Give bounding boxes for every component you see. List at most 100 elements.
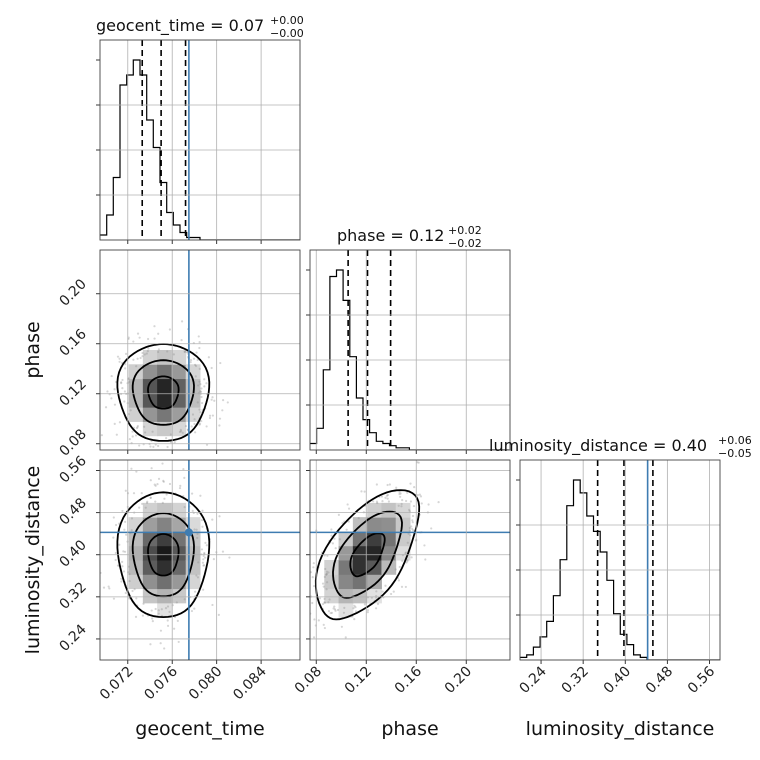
scatter-point-phase-vs-luminosity_distance bbox=[405, 499, 408, 503]
scatter-point-phase-vs-luminosity_distance bbox=[330, 534, 333, 537]
scatter-point-phase-vs-luminosity_distance bbox=[404, 551, 408, 554]
scatter-point-phase-vs-luminosity_distance bbox=[412, 529, 415, 532]
scatter-point-geocent_time-vs-luminosity_distance bbox=[153, 483, 156, 486]
scatter-point-phase-vs-luminosity_distance bbox=[381, 500, 384, 503]
scatter-point-phase-vs-luminosity_distance bbox=[345, 528, 348, 531]
tick-label-y-luminosity_distance-3: 0.48 bbox=[56, 495, 89, 528]
scatter-point-geocent_time-vs-luminosity_distance bbox=[149, 496, 152, 499]
density-block-phase-vs-luminosity_distance bbox=[352, 531, 368, 547]
scatter-point-phase-vs-luminosity_distance bbox=[354, 605, 357, 609]
scatter-point-geocent_time-vs-luminosity_distance bbox=[128, 579, 131, 583]
scatter-point-geocent_time-vs-luminosity_distance bbox=[195, 528, 198, 531]
scatter-point-geocent_time-vs-luminosity_distance bbox=[204, 541, 207, 544]
scatter-point-geocent_time-vs-luminosity_distance bbox=[218, 515, 221, 518]
scatter-point-geocent_time-vs-phase bbox=[180, 339, 183, 342]
scatter-point-geocent_time-vs-phase bbox=[191, 413, 195, 416]
scatter-point-geocent_time-vs-luminosity_distance bbox=[205, 544, 208, 547]
scatter-point-geocent_time-vs-phase bbox=[194, 364, 198, 368]
scatter-point-geocent_time-vs-luminosity_distance bbox=[125, 533, 128, 536]
title-geocent-time-plus: +0.00 bbox=[270, 14, 304, 27]
scatter-point-phase-vs-luminosity_distance bbox=[328, 598, 331, 601]
scatter-point-geocent_time-vs-luminosity_distance bbox=[176, 619, 179, 622]
density-block-geocent_time-vs-luminosity_distance bbox=[171, 574, 187, 590]
panel-geocent_time-vs-luminosity_distance: 0.072 0.076 0.080 0.084 0.24 0.32 0.40 0.48 0.56 bbox=[56, 453, 301, 704]
scatter-point-geocent_time-vs-phase bbox=[205, 443, 209, 446]
scatter-point-phase-vs-luminosity_distance bbox=[338, 538, 341, 541]
title-phase-plus: +0.02 bbox=[448, 224, 482, 237]
density-block-geocent_time-vs-luminosity_distance bbox=[128, 545, 144, 561]
density-block-phase-vs-luminosity_distance bbox=[381, 502, 397, 518]
scatter-point-geocent_time-vs-phase bbox=[203, 378, 206, 381]
scatter-point-phase-vs-luminosity_distance bbox=[376, 501, 379, 505]
scatter-point-phase-vs-luminosity_distance bbox=[416, 494, 419, 497]
scatter-point-geocent_time-vs-phase bbox=[124, 352, 128, 356]
scatter-point-geocent_time-vs-phase bbox=[143, 353, 146, 356]
scatter-point-geocent_time-vs-phase bbox=[207, 356, 210, 359]
tick-label-y-luminosity_distance-2: 0.40 bbox=[56, 537, 89, 570]
density-block-phase-vs-luminosity_distance bbox=[338, 588, 354, 604]
x-label-phase: phase bbox=[381, 718, 438, 740]
scatter-point-phase-vs-luminosity_distance bbox=[325, 570, 329, 573]
scatter-point-geocent_time-vs-luminosity_distance bbox=[217, 613, 220, 616]
scatter-point-geocent_time-vs-phase bbox=[198, 346, 201, 350]
scatter-point-phase-vs-luminosity_distance bbox=[397, 504, 400, 507]
scatter-point-phase-vs-luminosity_distance bbox=[388, 483, 391, 486]
scatter-point-phase-vs-luminosity_distance bbox=[400, 505, 403, 508]
density-block-geocent_time-vs-phase bbox=[142, 421, 158, 437]
scatter-point-phase-vs-luminosity_distance bbox=[363, 603, 366, 606]
scatter-point-phase-vs-luminosity_distance bbox=[325, 572, 328, 575]
title-luminosity-distance-plus: +0.06 bbox=[718, 434, 752, 447]
panel-inner-hist-luminosity_distance bbox=[520, 460, 720, 660]
scatter-point-phase-vs-luminosity_distance bbox=[321, 602, 325, 606]
scatter-point-phase-vs-luminosity_distance bbox=[406, 560, 409, 563]
scatter-point-phase-vs-luminosity_distance bbox=[322, 585, 325, 588]
scatter-point-geocent_time-vs-phase bbox=[110, 374, 113, 378]
histogram-phase bbox=[310, 269, 509, 450]
density-block-phase-vs-luminosity_distance bbox=[338, 531, 354, 547]
scatter-point-geocent_time-vs-luminosity_distance bbox=[124, 591, 127, 595]
density-block-geocent_time-vs-phase bbox=[128, 364, 144, 380]
scatter-point-phase-vs-luminosity_distance bbox=[332, 607, 335, 610]
scatter-point-phase-vs-luminosity_distance bbox=[295, 600, 297, 602]
scatter-point-geocent_time-vs-phase bbox=[198, 367, 201, 370]
scatter-point-geocent_time-vs-phase bbox=[183, 350, 187, 353]
scatter-point-phase-vs-luminosity_distance bbox=[395, 486, 398, 489]
scatter-point-geocent_time-vs-phase bbox=[149, 445, 152, 448]
scatter-point-geocent_time-vs-phase bbox=[165, 437, 168, 440]
scatter-point-geocent_time-vs-luminosity_distance bbox=[159, 642, 162, 645]
scatter-point-phase-vs-luminosity_distance bbox=[398, 490, 401, 493]
scatter-point-phase-vs-luminosity_distance bbox=[411, 519, 414, 522]
scatter-point-phase-vs-luminosity_distance bbox=[399, 492, 402, 495]
density-block-geocent_time-vs-phase bbox=[171, 421, 187, 437]
scatter-point-geocent_time-vs-luminosity_distance bbox=[107, 585, 110, 588]
scatter-point-geocent_time-vs-luminosity_distance bbox=[211, 518, 214, 521]
density-block-phase-vs-luminosity_distance bbox=[367, 574, 382, 590]
density-block-geocent_time-vs-phase bbox=[157, 407, 172, 422]
tick-label-x-geocent_time-3: 0.084 bbox=[230, 663, 270, 703]
density-block-geocent_time-vs-phase bbox=[157, 350, 172, 365]
density-block-phase-vs-luminosity_distance bbox=[352, 574, 368, 590]
contour-phase-vs-luminosity_distance-0 bbox=[349, 532, 386, 578]
scatter-point-geocent_time-vs-phase bbox=[219, 361, 222, 365]
scatter-point-geocent_time-vs-phase bbox=[100, 434, 103, 437]
scatter-point-phase-vs-luminosity_distance bbox=[340, 625, 343, 628]
density-block-phase-vs-luminosity_distance bbox=[367, 545, 382, 561]
scatter-point-phase-vs-luminosity_distance bbox=[420, 502, 423, 505]
density-block-phase-vs-luminosity_distance bbox=[367, 517, 382, 532]
scatter-point-geocent_time-vs-phase bbox=[200, 387, 203, 390]
density-block-geocent_time-vs-luminosity_distance bbox=[157, 602, 172, 618]
x-label-geocent-time: geocent_time bbox=[135, 718, 264, 740]
scatter-point-geocent_time-vs-phase bbox=[172, 353, 175, 356]
scatter-point-geocent_time-vs-luminosity_distance bbox=[211, 603, 214, 607]
tick-label-x-geocent_time-0: 0.072 bbox=[97, 664, 137, 704]
panel-inner-hist-phase bbox=[310, 250, 509, 450]
scatter-point-geocent_time-vs-phase bbox=[198, 408, 201, 411]
scatter-point-geocent_time-vs-phase bbox=[221, 409, 224, 412]
scatter-point-geocent_time-vs-phase bbox=[186, 452, 188, 454]
scatter-point-phase-vs-luminosity_distance bbox=[374, 607, 378, 610]
scatter-point-geocent_time-vs-luminosity_distance bbox=[201, 509, 204, 512]
density-block-geocent_time-vs-luminosity_distance bbox=[142, 588, 158, 604]
tick-label-x-geocent_time-2: 0.080 bbox=[186, 664, 226, 704]
scatter-point-geocent_time-vs-luminosity_distance bbox=[179, 484, 182, 487]
scatter-point-phase-vs-luminosity_distance bbox=[384, 584, 387, 587]
